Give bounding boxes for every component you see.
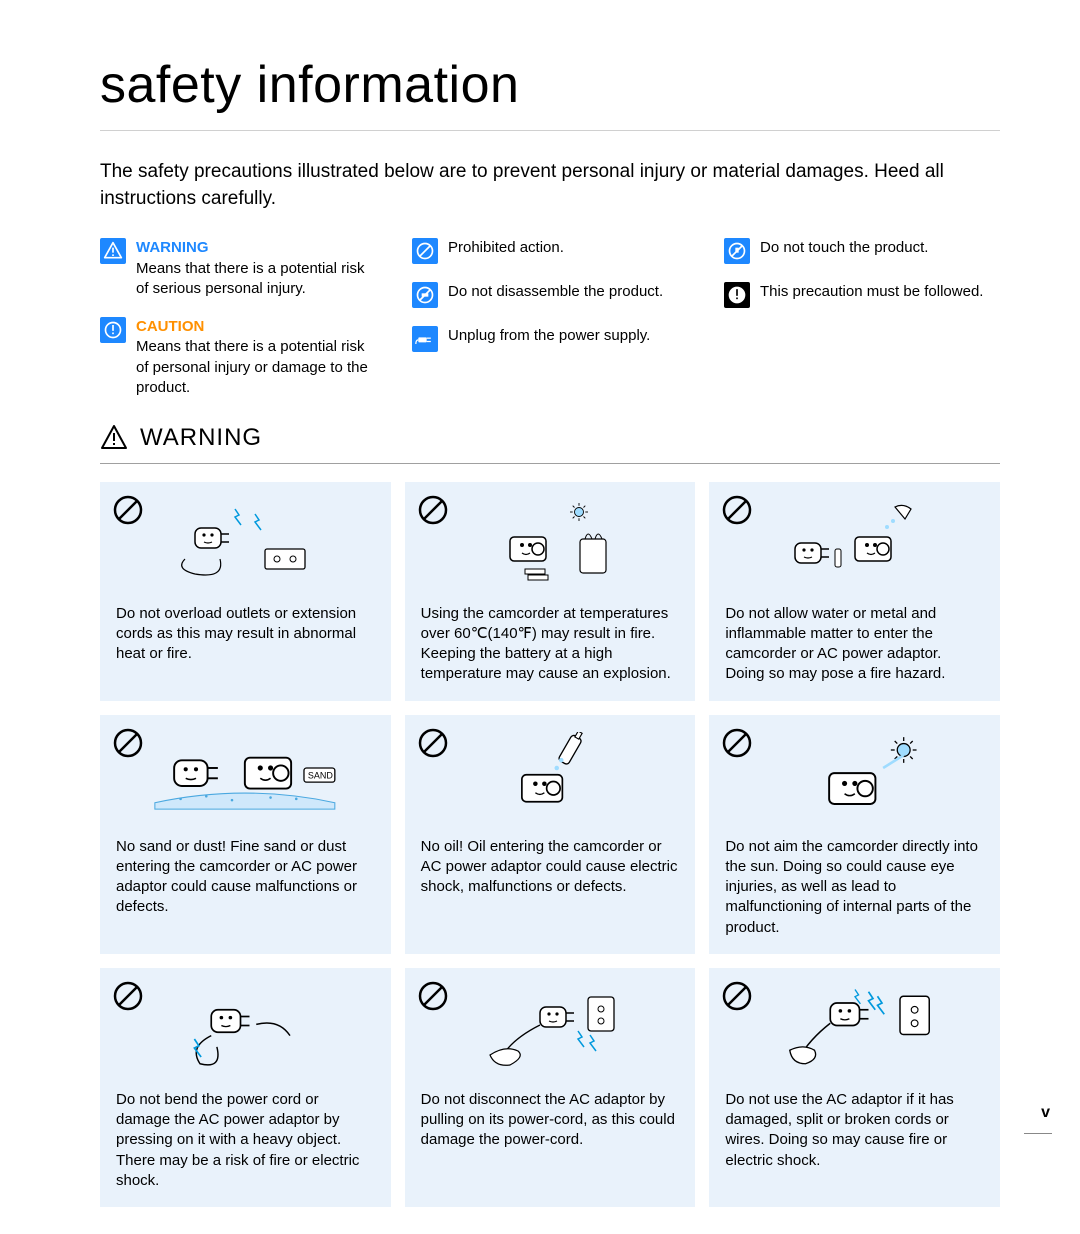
card-sand-dust: SAND No sand or dust! Fine sand or dust …: [100, 715, 391, 954]
warning-triangle-icon: [100, 424, 128, 452]
prohibit-icon: [721, 980, 753, 1012]
page-number-rule: [1024, 1133, 1052, 1134]
prohibit-icon: [112, 980, 144, 1012]
card-high-temperature: Using the camcorder at temperatures over…: [405, 482, 696, 701]
prohibited-icon: [412, 238, 438, 264]
illustration: [116, 980, 375, 1080]
warning-triangle-icon: [100, 238, 126, 264]
card-pull-cord: Do not disconnect the AC adaptor by pull…: [405, 968, 696, 1207]
card-no-sun: Do not aim the camcorder directly into t…: [709, 715, 1000, 954]
legend-no-disassemble-text: Do not disassemble the product.: [448, 282, 688, 302]
illustration: [421, 980, 680, 1080]
legend-caution-desc: Means that there is a potential risk of …: [136, 338, 368, 396]
illustration: [421, 727, 680, 827]
illustration: [725, 494, 984, 594]
legend-no-touch: Do not touch the product.: [724, 238, 1000, 264]
caution-circle-icon: [100, 317, 126, 343]
legend-grid: WARNING Means that there is a potential …: [100, 238, 1000, 398]
unplug-icon: [412, 326, 438, 352]
warning-cards-grid: Do not overload outlets or extension cor…: [100, 482, 1000, 1208]
illustration: [725, 727, 984, 827]
prohibit-icon: [417, 980, 449, 1012]
card-text: No oil! Oil entering the camcorder or AC…: [421, 837, 680, 898]
legend-must-follow-text: This precaution must be followed.: [760, 282, 1000, 302]
card-water-metal: Do not allow water or metal and inflamma…: [709, 482, 1000, 701]
card-overload-outlets: Do not overload outlets or extension cor…: [100, 482, 391, 701]
card-text: Do not overload outlets or extension cor…: [116, 604, 375, 665]
legend-caution: CAUTION Means that there is a potential …: [100, 317, 376, 398]
legend-warning-desc: Means that there is a potential risk of …: [136, 260, 364, 297]
legend-prohibited-text: Prohibited action.: [448, 238, 688, 258]
illustration: [725, 980, 984, 1080]
prohibit-icon: [721, 494, 753, 526]
legend-prohibited: Prohibited action.: [412, 238, 688, 264]
illustration: SAND: [116, 727, 375, 827]
card-text: Do not bend the power cord or damage the…: [116, 1090, 375, 1191]
must-follow-icon: [724, 282, 750, 308]
prohibit-icon: [417, 727, 449, 759]
page-title: safety information: [100, 50, 1000, 131]
card-text: Using the camcorder at temperatures over…: [421, 604, 680, 685]
legend-no-touch-text: Do not touch the product.: [760, 238, 1000, 258]
prohibit-icon: [417, 494, 449, 526]
card-no-oil: No oil! Oil entering the camcorder or AC…: [405, 715, 696, 954]
legend-unplug-text: Unplug from the power supply.: [448, 326, 688, 346]
legend-warning: WARNING Means that there is a potential …: [100, 238, 376, 299]
prohibit-icon: [721, 727, 753, 759]
no-disassemble-icon: [412, 282, 438, 308]
intro-text: The safety precautions illustrated below…: [100, 159, 1000, 212]
warning-section-header: WARNING: [100, 416, 1000, 463]
card-bend-cord: Do not bend the power cord or damage the…: [100, 968, 391, 1207]
page-number: v: [1041, 1102, 1050, 1124]
prohibit-icon: [112, 727, 144, 759]
card-text: Do not use the AC adaptor if it has dama…: [725, 1090, 984, 1171]
card-text: Do not disconnect the AC adaptor by pull…: [421, 1090, 680, 1151]
legend-caution-label: CAUTION: [136, 317, 376, 337]
illustration: [116, 494, 375, 594]
card-text: Do not allow water or metal and inflamma…: [725, 604, 984, 685]
card-text: No sand or dust! Fine sand or dust enter…: [116, 837, 375, 918]
legend-unplug: Unplug from the power supply.: [412, 326, 688, 352]
warning-section-title: WARNING: [140, 422, 262, 454]
legend-must-follow: This precaution must be followed.: [724, 282, 1000, 308]
illustration: [421, 494, 680, 594]
no-touch-icon: [724, 238, 750, 264]
svg-text:SAND: SAND: [308, 770, 333, 780]
card-text: Do not aim the camcorder directly into t…: [725, 837, 984, 938]
legend-warning-label: WARNING: [136, 238, 376, 258]
legend-no-disassemble: Do not disassemble the product.: [412, 282, 688, 308]
prohibit-icon: [112, 494, 144, 526]
card-damaged-adaptor: Do not use the AC adaptor if it has dama…: [709, 968, 1000, 1207]
